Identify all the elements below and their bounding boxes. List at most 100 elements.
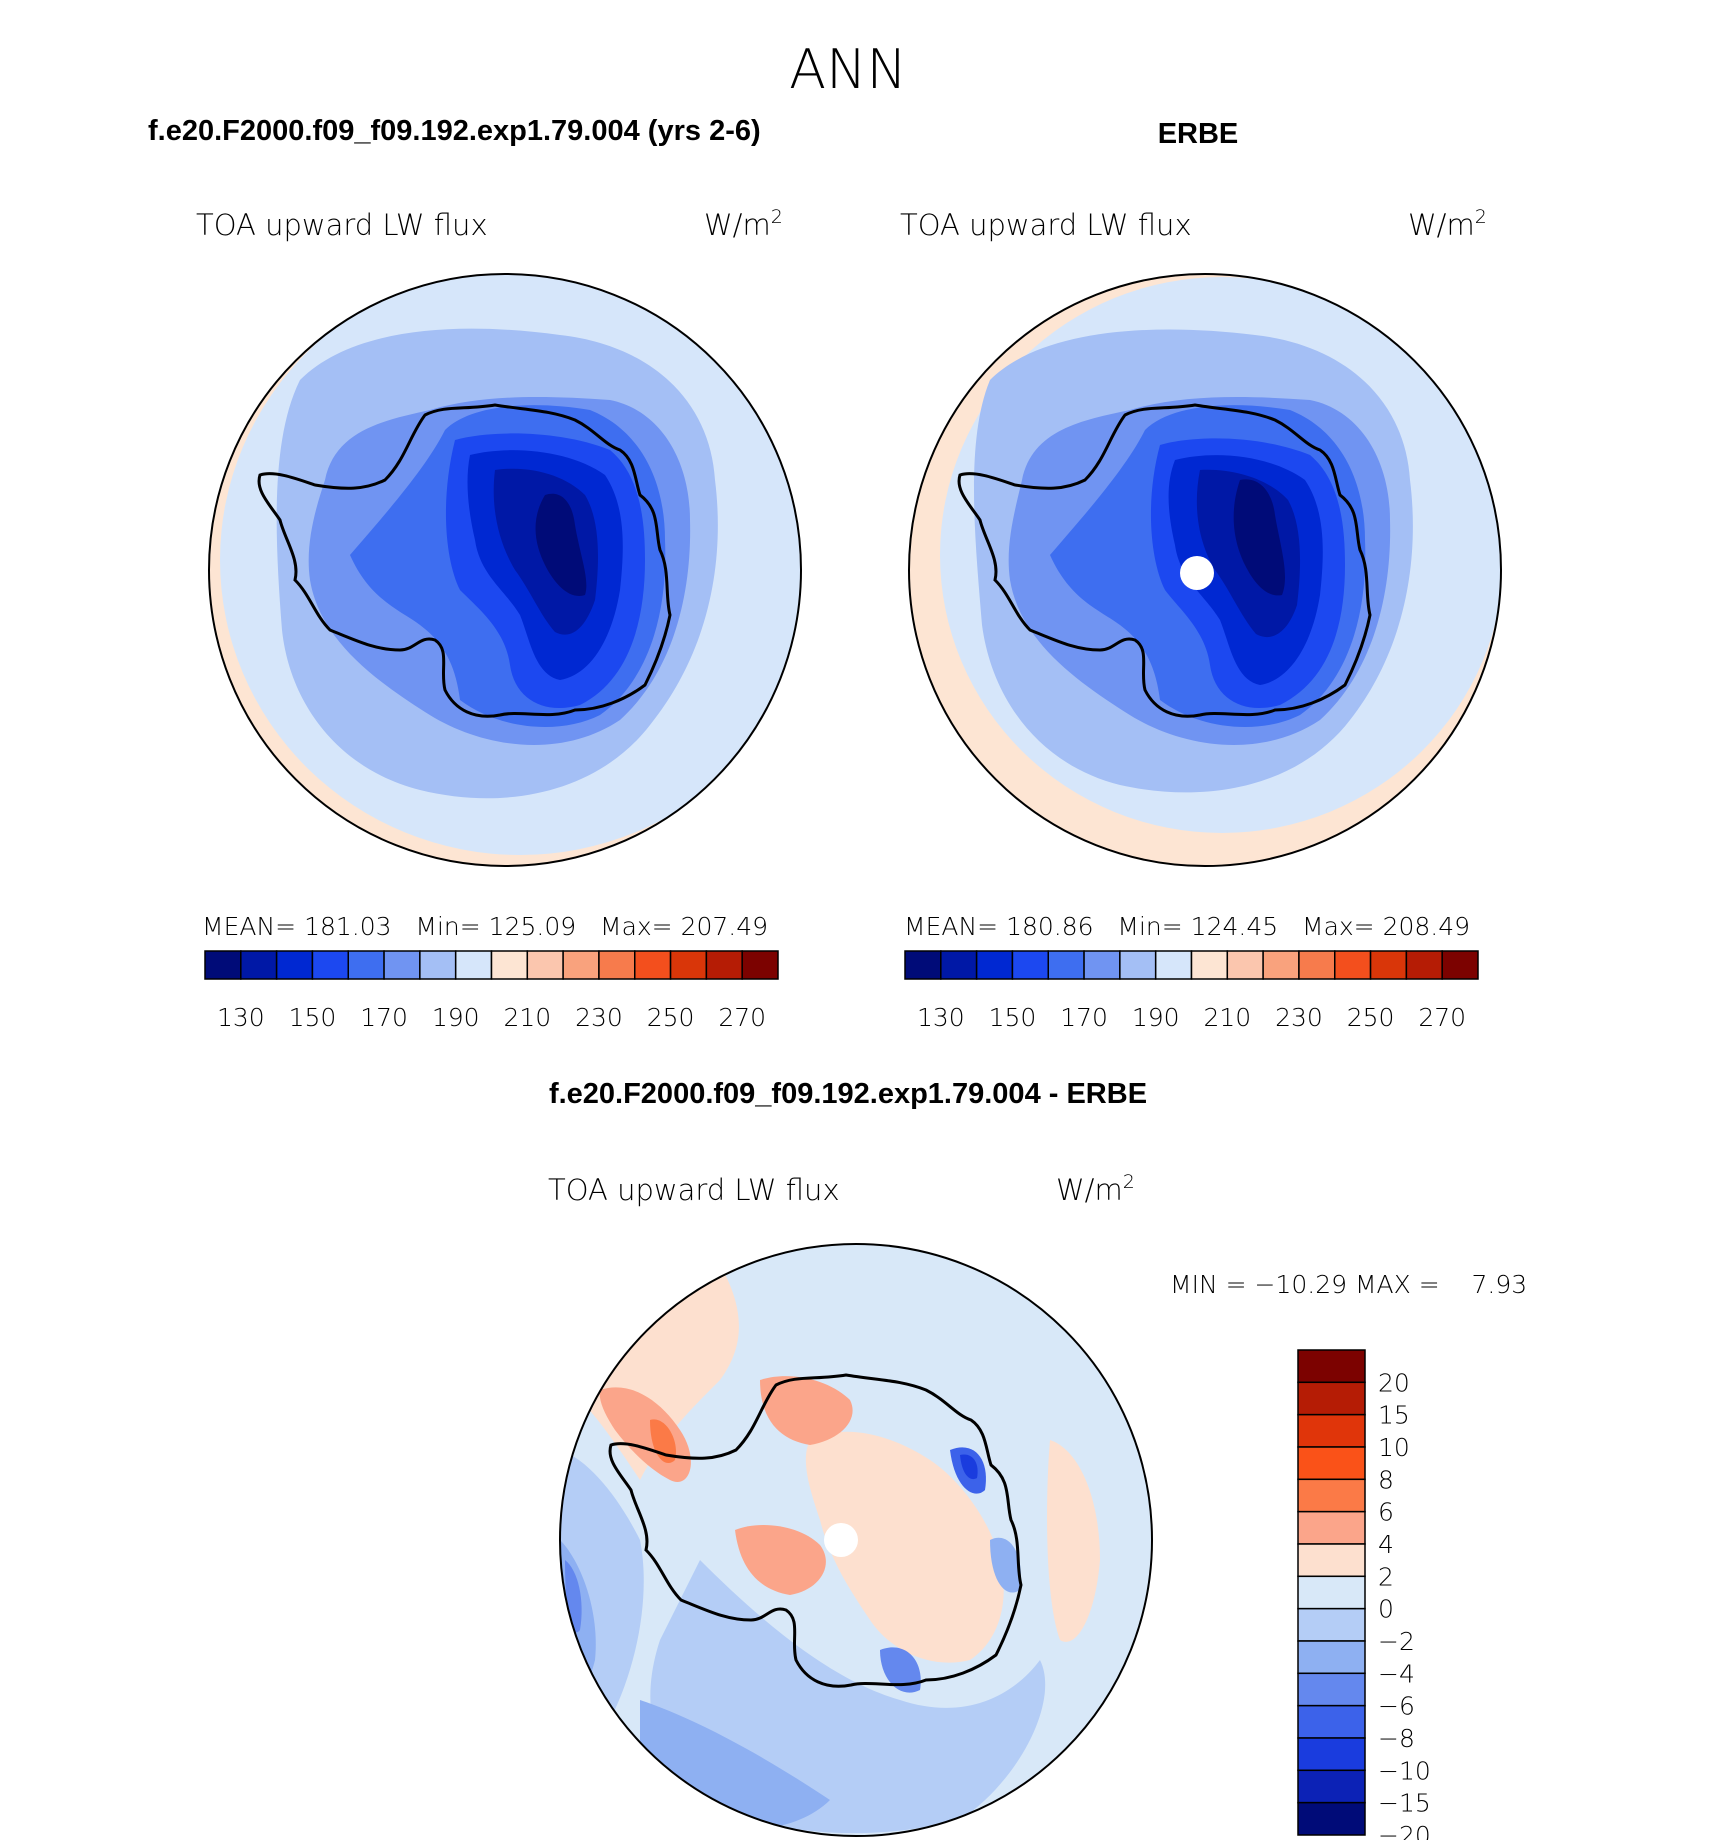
obs-colorbar-box xyxy=(1405,950,1443,980)
diff-colorbar-tick-label: 6 xyxy=(1378,1498,1394,1527)
model-colorbar-tick-label: 130 xyxy=(217,1003,265,1032)
model-stats: MEAN= 181.03 Min= 125.09 Max= 207.49 xyxy=(202,912,768,941)
model-colorbar-tick-label: 230 xyxy=(575,1003,623,1032)
obs-colorbar-box xyxy=(1047,950,1085,980)
diff-colorbar-box xyxy=(1297,1381,1366,1416)
obs-heading: ERBE xyxy=(1158,118,1239,150)
diff-map-border xyxy=(559,1243,1153,1837)
model-colorbar-box xyxy=(383,950,421,980)
obs-colorbar-tick-label: 250 xyxy=(1347,1003,1395,1032)
obs-colorbar: 130 150 170 190 210 230 250 270 xyxy=(904,950,1479,1032)
diff-colorbar-box xyxy=(1297,1769,1366,1804)
model-colorbar-box xyxy=(204,950,242,980)
diff-colorbar-tick-label: 15 xyxy=(1378,1401,1410,1430)
diff-colorbar-tick-label: 8 xyxy=(1378,1465,1394,1494)
diff-colorbar-tick-label: 2 xyxy=(1378,1562,1394,1591)
model-colorbar-box xyxy=(240,950,278,980)
diff-colorbar-tick-label: 0 xyxy=(1378,1595,1394,1624)
diff-polar-map xyxy=(559,1243,1153,1837)
model-band-130 xyxy=(535,493,587,596)
model-colorbar-box xyxy=(741,950,779,980)
diff-colorbar-tick-label: −8 xyxy=(1378,1724,1415,1753)
model-colorbar-box xyxy=(634,950,672,980)
diff-antarctica-coastline xyxy=(608,1373,1023,1688)
diff-colorbar-tick-label: 4 xyxy=(1378,1530,1394,1559)
obs-colorbar-box xyxy=(1119,950,1157,980)
model-colorbar-tick-label: 150 xyxy=(289,1003,337,1032)
diff-colorbar-box xyxy=(1297,1607,1366,1642)
diff-blob-neg10-ne xyxy=(960,1454,978,1480)
obs-antarctica-coastline xyxy=(957,403,1372,718)
obs-colorbar-tick-label: 210 xyxy=(1203,1003,1251,1032)
model-colorbar-box xyxy=(705,950,743,980)
diff-colorbar-tick-label: −10 xyxy=(1378,1756,1431,1785)
obs-colorbar-box xyxy=(1262,950,1300,980)
obs-colorbar-box xyxy=(1011,950,1049,980)
model-colorbar-box xyxy=(275,950,314,980)
model-colorbar-tick-label: 270 xyxy=(718,1003,766,1032)
diff-colorbar-box xyxy=(1297,1704,1366,1739)
diff-colorbar-tick-label: −15 xyxy=(1378,1789,1431,1818)
obs-colorbar-box xyxy=(1190,950,1229,980)
diff-minmax: MIN = −10.29 MAX = 7.93 xyxy=(1170,1270,1527,1299)
diff-colorbar-tick-label: 20 xyxy=(1378,1368,1410,1397)
diff-colorbar-box xyxy=(1297,1413,1366,1448)
model-map-border xyxy=(208,273,802,867)
obs-colorbar-box xyxy=(1154,950,1193,980)
obs-colorbar-box xyxy=(940,950,978,980)
obs-stats: MEAN= 180.86 Min= 124.45 Max= 208.49 xyxy=(904,912,1470,941)
diff-blob-neg4-east xyxy=(990,1537,1021,1593)
obs-colorbar-box xyxy=(1441,950,1479,980)
obs-pole-hole xyxy=(1180,556,1214,590)
model-colorbar-tick-label: 190 xyxy=(432,1003,480,1032)
figure-title: ANN xyxy=(789,38,907,101)
obs-colorbar-tick-label: 270 xyxy=(1418,1003,1466,1032)
diff-colorbar-tick-label: −2 xyxy=(1378,1627,1415,1656)
obs-colorbar-tick-label: 190 xyxy=(1132,1003,1180,1032)
obs-colorbar-tick-label: 150 xyxy=(989,1003,1037,1032)
obs-colorbar-tick-label: 130 xyxy=(917,1003,965,1032)
diff-colorbar-box xyxy=(1297,1349,1366,1384)
diff-colorbar-box xyxy=(1297,1510,1366,1545)
diff-pole-hole xyxy=(824,1523,858,1557)
diff-colorbar-box xyxy=(1297,1478,1366,1513)
model-colorbar-box xyxy=(454,950,493,980)
diff-colorbar-box xyxy=(1297,1640,1366,1675)
obs-colorbar-box xyxy=(1369,950,1408,980)
model-colorbar-box xyxy=(347,950,385,980)
obs-colorbar-box xyxy=(1226,950,1264,980)
obs-band-130 xyxy=(1233,479,1285,596)
obs-polar-map xyxy=(908,273,1502,867)
diff-colorbar-tick-label: −20 xyxy=(1378,1821,1431,1840)
model-colorbar-box xyxy=(669,950,708,980)
model-colorbar-box xyxy=(598,950,636,980)
model-units: W/m2 xyxy=(704,206,783,242)
diff-colorbar-box xyxy=(1297,1575,1366,1610)
diff-colorbar-tick-label: 10 xyxy=(1378,1433,1410,1462)
diff-field-label: TOA upward LW flux xyxy=(548,1173,840,1207)
model-colorbar-tick-label: 250 xyxy=(647,1003,695,1032)
model-heading: f.e20.F2000.f09_f09.192.exp1.79.004 (yrs… xyxy=(148,115,761,147)
diff-colorbar-tick-label: −6 xyxy=(1378,1692,1415,1721)
diff-colorbar-box xyxy=(1297,1672,1366,1707)
model-colorbar-box xyxy=(311,950,349,980)
diff-blob-neg6-south xyxy=(880,1647,921,1693)
model-colorbar-tick-label: 210 xyxy=(503,1003,551,1032)
diff-colorbar-box xyxy=(1297,1801,1366,1836)
obs-units: W/m2 xyxy=(1408,206,1487,242)
diff-blob-pos2-east xyxy=(805,1431,1004,1663)
diff-colorbar-box xyxy=(1297,1446,1366,1481)
diff-heading: f.e20.F2000.f09_f09.192.exp1.79.004 - ER… xyxy=(549,1078,1147,1110)
obs-colorbar-box xyxy=(904,950,942,980)
model-antarctica-coastline xyxy=(257,403,672,718)
model-colorbar: 130 150 170 190 210 230 250 270 xyxy=(204,950,779,1032)
diff-units: W/m2 xyxy=(1056,1171,1135,1207)
obs-colorbar-tick-label: 230 xyxy=(1275,1003,1323,1032)
model-colorbar-box xyxy=(419,950,457,980)
obs-colorbar-tick-label: 170 xyxy=(1060,1003,1108,1032)
obs-colorbar-box xyxy=(1083,950,1121,980)
obs-field-label: TOA upward LW flux xyxy=(900,208,1192,242)
diff-colorbar-box xyxy=(1297,1543,1366,1578)
